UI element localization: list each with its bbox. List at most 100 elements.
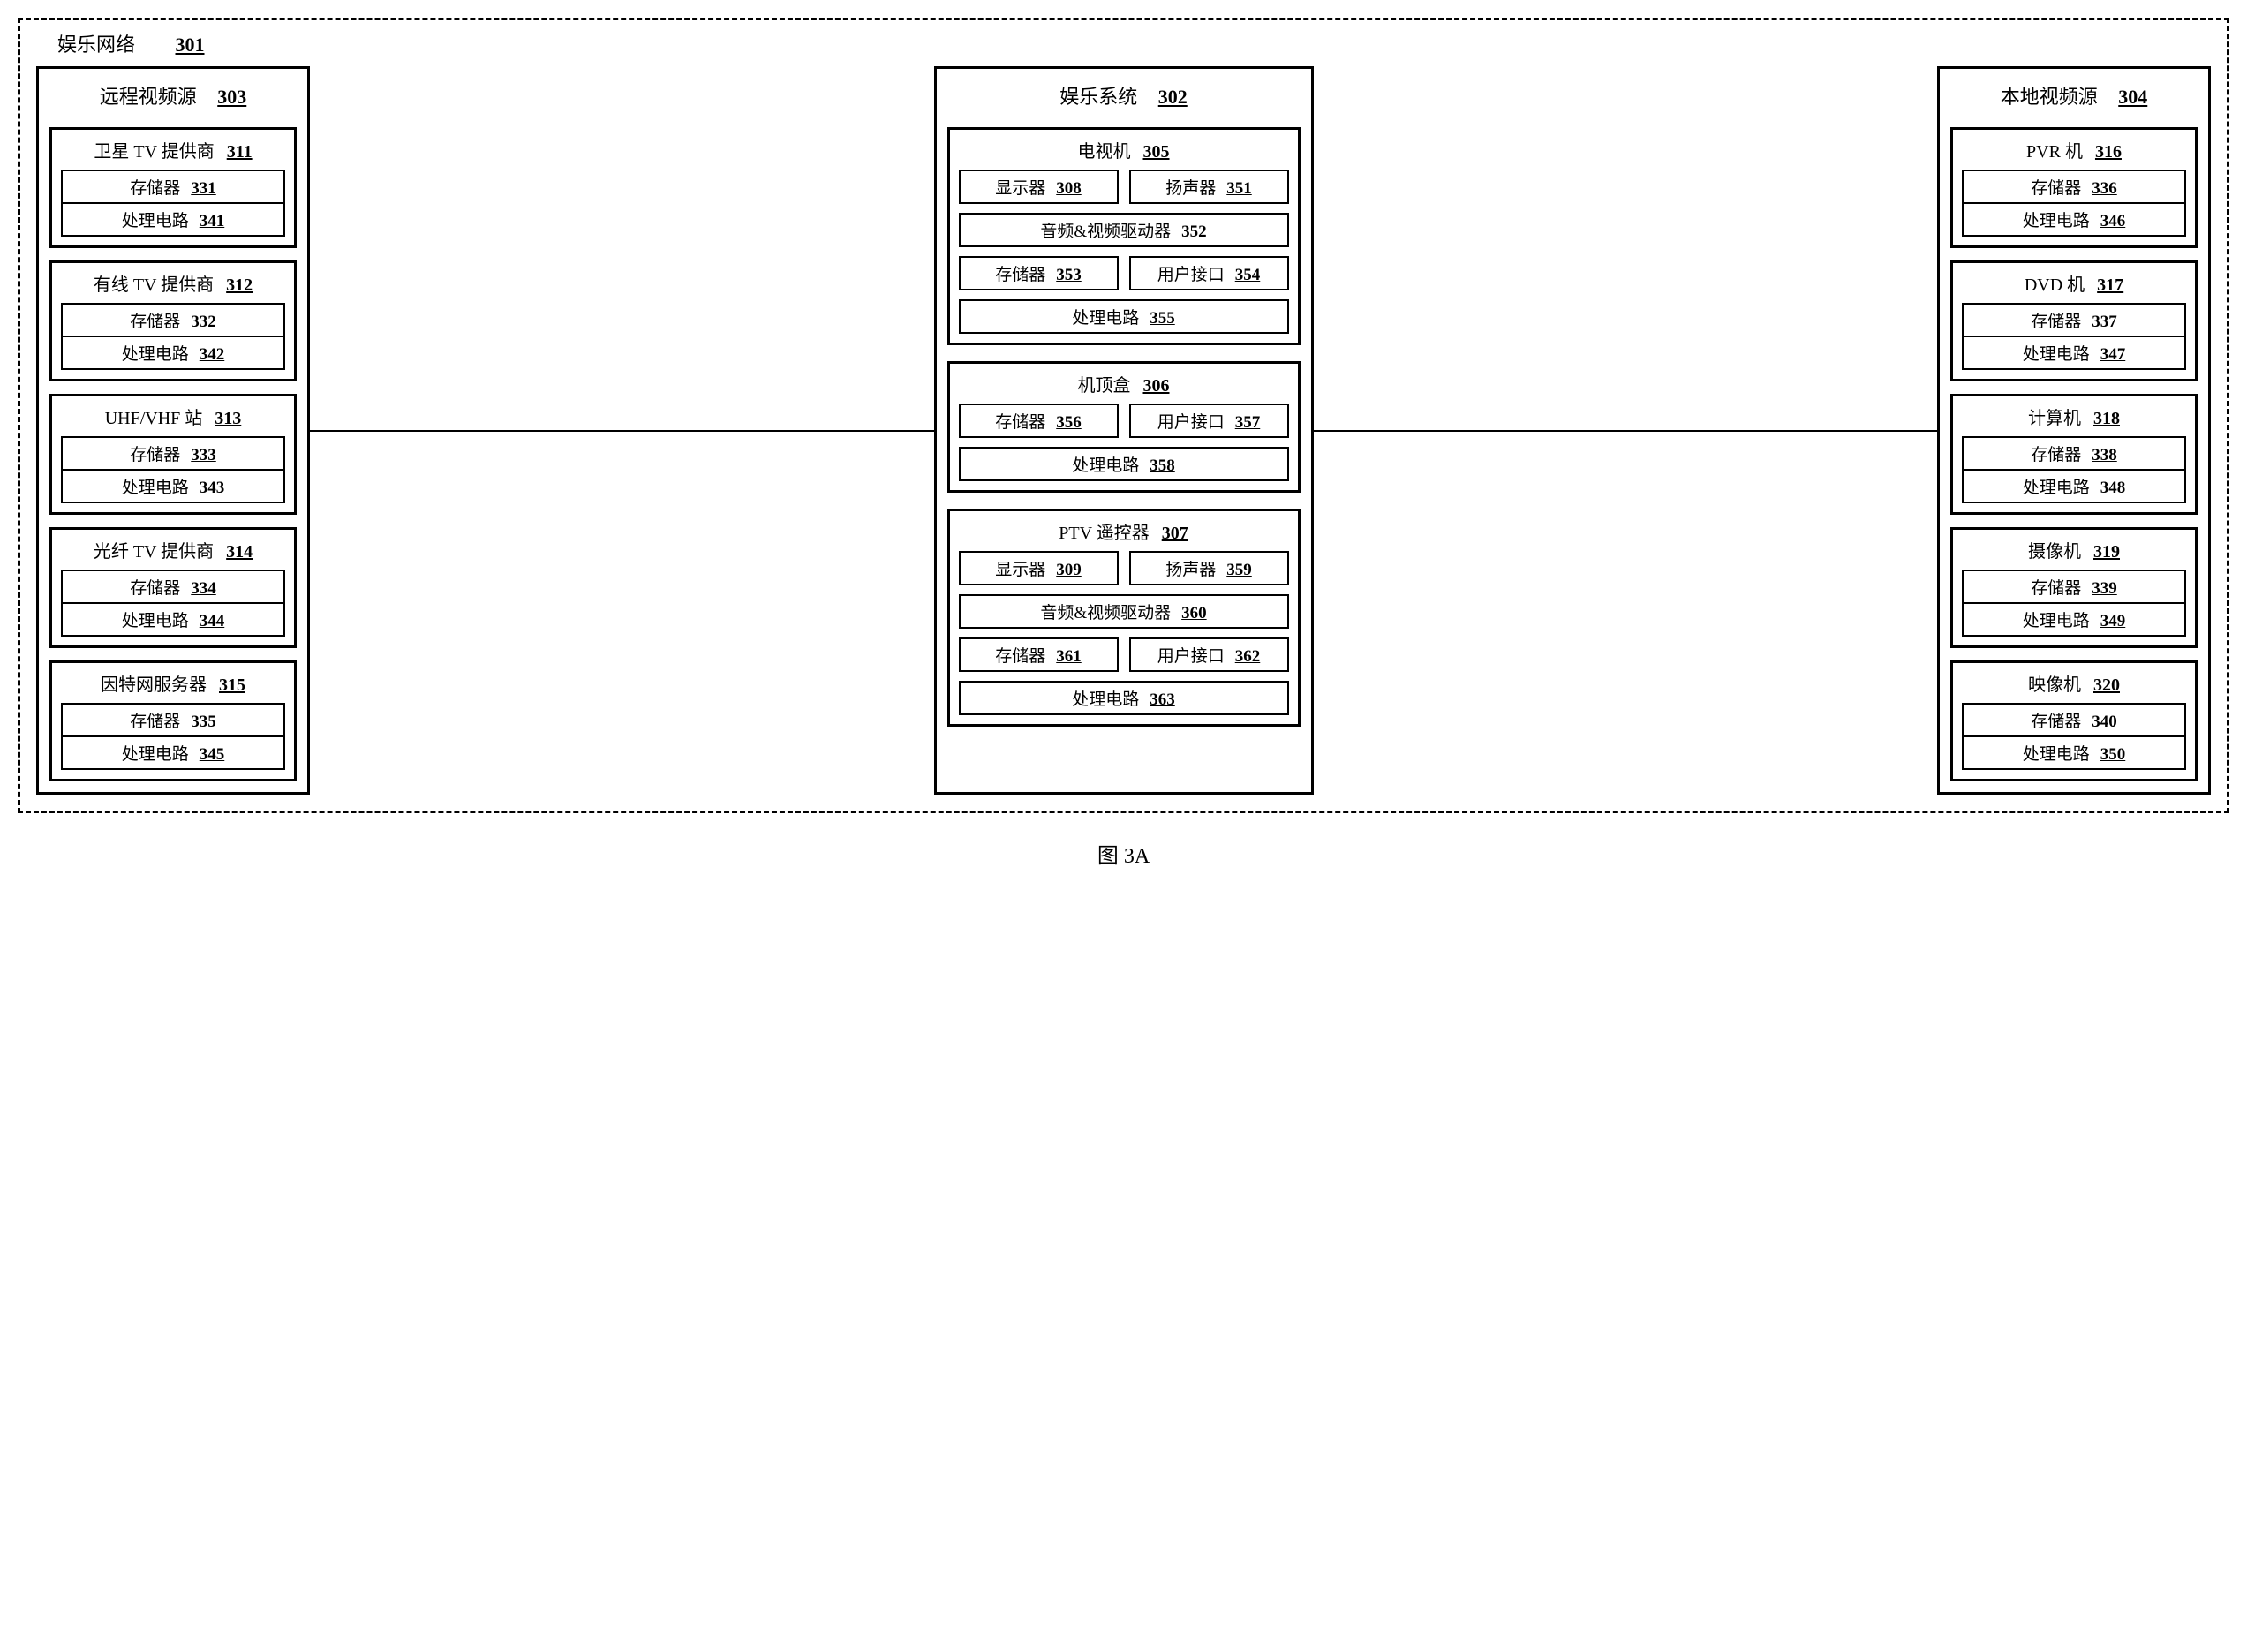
mid-module-2-row-0-b-ref: 359 <box>1226 561 1252 579</box>
right-module-0-sub-1: 处理电路346 <box>1962 204 2186 237</box>
mid-module-0-row-3-single-label: 处理电路 <box>1072 309 1139 328</box>
mid-module-0-row-3-single-ref: 355 <box>1150 309 1175 328</box>
col-mid-header: 娱乐系统 302 <box>947 79 1301 115</box>
left-module-3-sub-0-label: 存储器 <box>130 579 180 598</box>
left-module-2: UHF/VHF 站313存储器333处理电路343 <box>49 394 297 515</box>
right-module-2-title: 计算机318 <box>1962 404 2186 436</box>
mid-module-2-row-3-single-ref: 363 <box>1150 690 1175 709</box>
left-module-4-sub-1-ref: 345 <box>200 745 225 764</box>
left-module-3-sub-0: 存储器 334 <box>61 570 285 604</box>
right-module-1-sub-0: 存储器337 <box>1962 303 2186 337</box>
connector-right <box>1314 66 1938 795</box>
left-module-2-stack: 存储器333处理电路343 <box>61 436 285 503</box>
entertainment-system-col: 娱乐系统 302 电视机305显示器308扬声器351音频&视频驱动器352存储… <box>934 66 1314 795</box>
mid-module-0-row-3-single: 处理电路 355 <box>959 299 1289 334</box>
right-module-2: 计算机318存储器338处理电路348 <box>1950 394 2198 515</box>
col-mid-ref: 302 <box>1158 86 1188 108</box>
col-left-ref: 303 <box>217 86 246 108</box>
right-module-2-stack: 存储器338处理电路348 <box>1962 436 2186 503</box>
mid-module-0-row-2-b: 用户接口354 <box>1129 256 1289 290</box>
mid-module-1-row-1-single-ref: 358 <box>1150 456 1175 475</box>
left-module-4: 因特网服务器315存储器335处理电路345 <box>49 660 297 781</box>
mid-module-1-row-0-b-ref: 357 <box>1235 413 1261 432</box>
mid-module-2: PTV 遥控器307显示器309扬声器359音频&视频驱动器360存储器361用… <box>947 509 1301 727</box>
left-module-3-sub-0-ref: 334 <box>191 579 216 598</box>
left-module-2-sub-1: 处理电路343 <box>61 471 285 503</box>
left-module-0-sub-0: 存储器331 <box>61 170 285 204</box>
mid-module-2-row-2: 存储器 361 用户接口 362 <box>959 637 1289 672</box>
right-module-1: DVD 机317存储器337 处理电路 347 <box>1950 260 2198 381</box>
left-module-1-title: 有线 TV 提供商312 <box>61 270 285 303</box>
remote-video-sources-col: 远程视频源 303 卫星 TV 提供商311存储器331处理电路341有线 TV… <box>36 66 310 795</box>
mid-module-1: 机顶盒306存储器356用户接口357处理电路358 <box>947 361 1301 493</box>
mid-module-1-row-0-b: 用户接口 357 <box>1129 404 1289 438</box>
mid-module-1-title: 机顶盒306 <box>959 371 1289 404</box>
right-module-3-title: 摄像机319 <box>1962 537 2186 570</box>
right-module-4-sub-1: 处理电路 350 <box>1962 737 2186 770</box>
left-module-4-sub-0-ref: 335 <box>191 713 216 731</box>
mid-module-0-row-2-a-ref: 353 <box>1056 266 1082 284</box>
mid-module-0-row-2-a-label: 存储器 <box>995 266 1045 284</box>
left-module-4-title: 因特网服务器315 <box>61 670 285 703</box>
local-video-sources-col: 本地视频源 304 PVR 机316存储器336处理电路346DVD 机317存… <box>1937 66 2211 795</box>
left-module-0-sub-1: 处理电路341 <box>61 204 285 237</box>
right-module-1-stack: 存储器337 处理电路 347 <box>1962 303 2186 370</box>
right-module-4-sub-1-label: 处理电路 <box>2023 745 2090 764</box>
mid-module-1-row-0-a-ref: 356 <box>1056 413 1082 432</box>
right-module-3-sub-0: 存储器 339 <box>1962 570 2186 604</box>
mid-module-0-row-0-b-ref: 351 <box>1226 179 1252 198</box>
right-module-3-sub-1-ref: 349 <box>2100 612 2126 630</box>
mid-module-2-row-2-b-label: 用户接口 <box>1157 647 1225 666</box>
mid-module-2-row-1-single: 音频&视频驱动器360 <box>959 594 1289 629</box>
left-module-4-sub-1-label: 处理电路 <box>122 745 189 764</box>
col-left-header: 远程视频源 303 <box>49 79 297 115</box>
left-module-3-stack: 存储器334处理电路344 <box>61 570 285 637</box>
right-module-2-sub-0-ref: 338 <box>2092 446 2117 464</box>
right-module-0-title: PVR 机316 <box>1962 137 2186 170</box>
right-module-0-sub-0: 存储器336 <box>1962 170 2186 204</box>
col-right-header: 本地视频源 304 <box>1950 79 2198 115</box>
right-module-4-sub-1-ref: 350 <box>2100 745 2126 764</box>
mid-module-0-row-1: 音频&视频驱动器352 <box>959 213 1289 247</box>
right-module-4: 映像机320存储器340 处理电路 350 <box>1950 660 2198 781</box>
right-module-1-title: DVD 机317 <box>1962 270 2186 303</box>
mid-module-2-row-1: 音频&视频驱动器360 <box>959 594 1289 629</box>
mid-module-2-row-0-a-ref: 309 <box>1056 561 1082 579</box>
right-module-3-sub-0-label: 存储器 <box>2031 579 2081 598</box>
mid-module-2-row-3-single: 处理电路363 <box>959 681 1289 715</box>
left-module-4-sub-1: 处理电路 345 <box>61 737 285 770</box>
left-module-1-sub-0: 存储器332 <box>61 303 285 337</box>
mid-module-0-row-2: 存储器 353 用户接口354 <box>959 256 1289 290</box>
columns: 远程视频源 303 卫星 TV 提供商311存储器331处理电路341有线 TV… <box>36 66 2211 795</box>
right-module-3-sub-0-ref: 339 <box>2092 579 2117 598</box>
right-module-4-title: 映像机320 <box>1962 670 2186 703</box>
mid-module-0-title: 电视机305 <box>959 137 1289 170</box>
mid-module-2-row-2-a-ref: 361 <box>1056 647 1082 666</box>
left-module-0-sub-0-label: 存储器 <box>130 179 180 198</box>
right-module-4-stack: 存储器340 处理电路 350 <box>1962 703 2186 770</box>
right-module-0-sub-1-ref: 346 <box>2100 212 2126 230</box>
left-module-0-sub-1-label: 处理电路 <box>122 212 189 230</box>
mid-module-2-row-1-single-ref: 360 <box>1181 604 1207 622</box>
mid-module-2-row-2-a-label: 存储器 <box>995 647 1045 666</box>
mid-module-0-row-1-single-label: 音频&视频驱动器 <box>1040 223 1171 241</box>
left-module-1-sub-1-label: 处理电路 <box>122 345 189 364</box>
mid-module-1-row-0-b-label: 用户接口 <box>1157 413 1225 432</box>
col-right-ref: 304 <box>2118 86 2147 108</box>
right-module-1-sub-1-ref: 347 <box>2100 345 2126 364</box>
right-module-4-sub-0: 存储器340 <box>1962 703 2186 737</box>
right-module-0-sub-0-label: 存储器 <box>2031 179 2081 198</box>
outer-title-ref: 301 <box>176 34 205 56</box>
left-module-2-sub-1-label: 处理电路 <box>122 479 189 497</box>
col-mid-title: 娱乐系统 <box>1059 86 1137 108</box>
left-module-1-sub-1-ref: 342 <box>200 345 225 364</box>
mid-module-2-title: PTV 遥控器307 <box>959 518 1289 551</box>
right-module-3-sub-1: 处理电路 349 <box>1962 604 2186 637</box>
right-module-3-sub-1-label: 处理电路 <box>2023 612 2090 630</box>
right-module-1-sub-1-label: 处理电路 <box>2023 345 2090 364</box>
mid-module-2-row-2-b-ref: 362 <box>1235 647 1261 666</box>
right-module-1-sub-0-ref: 337 <box>2092 313 2117 331</box>
outer-title-label: 娱乐网络 <box>57 34 135 56</box>
left-module-1-sub-0-ref: 332 <box>191 313 216 331</box>
right-module-2-sub-0-label: 存储器 <box>2031 446 2081 464</box>
